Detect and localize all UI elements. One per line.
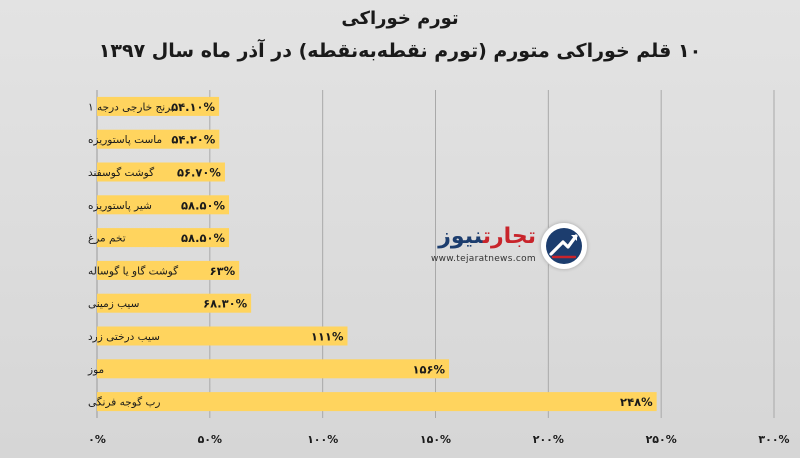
x-tick-label: ۲۰۰% (533, 433, 564, 446)
category-label: موز (87, 364, 104, 376)
data-label: ۵۸.۵۰% (181, 198, 225, 212)
x-tick-label: ۳۰۰% (758, 433, 789, 446)
logo-arrow-icon (540, 222, 588, 270)
bar (97, 260, 240, 280)
watermark-logo: تجارتنیوز www.tejaratnews.com (426, 222, 588, 270)
category-label: شیر پاستوریزه (88, 200, 152, 212)
data-label: ۶۸.۳۰% (203, 297, 247, 311)
category-label: رب گوجه فرنگی (88, 396, 160, 409)
data-label: ۵۴.۱۰% (171, 100, 215, 114)
bar (97, 162, 225, 182)
bar (97, 228, 230, 248)
x-tick-label: ۱۵۰% (420, 433, 451, 446)
data-label: ۱۱۱% (311, 330, 344, 344)
x-tick-label: ۱۰۰% (307, 433, 338, 446)
data-label: ۲۴۸% (620, 395, 653, 409)
category-label: برنج خارجی درجه ۱ (88, 101, 174, 113)
bar (97, 392, 657, 412)
x-tick-label: ۰% (88, 433, 106, 446)
bar (97, 293, 252, 313)
category-label: تخم مرغ (88, 233, 126, 245)
data-label: ۶۳% (210, 264, 236, 278)
data-label: ۵۸.۵۰% (181, 231, 225, 245)
category-label: سیب درختی زرد (88, 331, 160, 343)
bar (97, 326, 348, 346)
logo-wordmark: تجارتنیوز (438, 224, 536, 249)
x-tick-label: ۲۵۰% (646, 433, 677, 446)
bar (97, 359, 450, 379)
logo-word-1: تجارت (482, 224, 536, 249)
bar (97, 96, 220, 116)
x-tick-label: ۵۰% (198, 433, 222, 446)
chart-subtitle: ۱۰ قلم خوراکی متورم (تورم نقطه‌به‌نقطه) … (98, 40, 702, 62)
logo-word-2: نیوز (438, 224, 483, 249)
category-label: گوشت گوسفند (88, 166, 154, 179)
category-label: ماست پاستوریزه (88, 134, 162, 146)
bar (97, 129, 220, 149)
logo-url: www.tejaratnews.com (430, 254, 536, 264)
category-label: سیب زمینی (88, 298, 139, 310)
data-label: ۱۵۶% (412, 362, 445, 376)
category-label: گوشت گاو یا گوساله (88, 264, 178, 277)
chart-title: تورم خوراکی (341, 8, 459, 29)
data-label: ۵۶.۷۰% (177, 166, 221, 180)
bar (97, 195, 230, 215)
data-label: ۵۴.۲۰% (171, 133, 215, 147)
